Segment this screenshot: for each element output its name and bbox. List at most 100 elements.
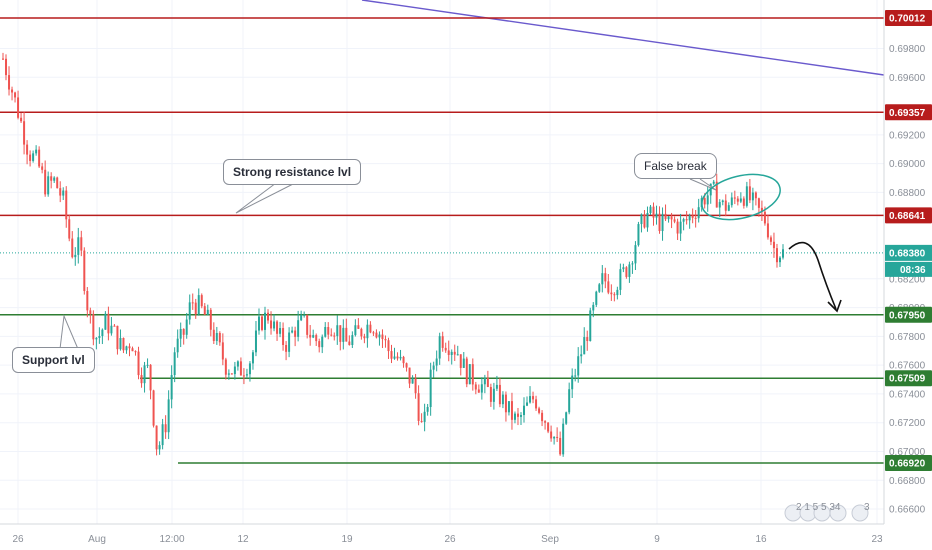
candle-body [456, 354, 459, 356]
candle-body [619, 269, 622, 290]
candle-body [369, 324, 372, 333]
candle-body [393, 356, 396, 359]
candle-body [176, 338, 179, 353]
time-tick-label: 23 [871, 534, 883, 545]
candle-body [760, 207, 763, 212]
candle-body [688, 215, 691, 221]
candle-body [529, 396, 532, 403]
candle-body [2, 58, 4, 60]
candle-body [152, 390, 155, 426]
trendline[interactable] [361, 0, 885, 76]
candle-body [17, 97, 20, 118]
price-tag-label: 0.69357 [889, 108, 926, 119]
time-tick-label: 19 [341, 534, 353, 545]
candle-body [354, 325, 357, 336]
candle-body [565, 412, 568, 424]
candle-body [173, 352, 176, 376]
candle-body [507, 401, 510, 413]
candle-body [462, 358, 465, 368]
candle-body [221, 342, 224, 360]
candle-body [158, 445, 161, 450]
candle-body [321, 336, 324, 348]
time-tick-label: Sep [541, 534, 559, 545]
time-axis[interactable]: 26 Aug 12:00 12 19 26 Sep 9 16 23 [12, 534, 883, 545]
candle-body [264, 312, 267, 330]
candle-body [408, 367, 411, 384]
candle-body [595, 291, 598, 305]
price-tick-label: 0.66600 [889, 505, 926, 516]
candle-body [742, 198, 745, 206]
time-tick-label: 9 [654, 534, 660, 545]
candle-body [11, 89, 14, 93]
candle-body [324, 327, 327, 337]
candle-body [559, 437, 562, 455]
price-tick-label: 0.67000 [889, 447, 926, 458]
candle-body [98, 336, 101, 338]
candle-body [53, 177, 56, 181]
candle-body [607, 281, 610, 293]
event-marker-icon[interactable] [829, 504, 847, 522]
candle-body [122, 337, 125, 351]
trendline-segment[interactable] [361, 0, 885, 76]
candle-body [432, 365, 435, 370]
support-callout: Support lvl [12, 347, 95, 373]
candle-body [757, 198, 760, 208]
price-tick-label: 0.68200 [889, 274, 926, 285]
candle-body [694, 217, 697, 219]
candle-body [480, 384, 483, 393]
candle-body [194, 302, 197, 315]
projection-arrow [788, 241, 837, 310]
candle-body [224, 359, 227, 375]
candle-body [468, 364, 471, 385]
candle-body [375, 332, 378, 338]
candle-body [327, 327, 330, 335]
time-tick-label: 12:00 [159, 534, 184, 545]
candle-body [736, 198, 739, 202]
candle-body [254, 330, 257, 353]
candle-body [384, 339, 387, 341]
grid [0, 0, 884, 524]
price-tag [885, 10, 932, 26]
candle-body [227, 373, 230, 375]
price-tick-label: 0.67800 [889, 332, 926, 343]
candle-body [47, 176, 50, 195]
candle-body [279, 328, 282, 334]
candle-body [206, 309, 209, 315]
candle-body [733, 197, 736, 199]
candle-body [128, 346, 131, 349]
price-tick-label: 0.68800 [889, 188, 926, 199]
candle-body [38, 149, 41, 167]
candles [2, 52, 784, 457]
candle-body [131, 348, 134, 352]
candle-body [197, 295, 200, 315]
candle-body [727, 205, 730, 211]
event-marker-icon[interactable] [851, 504, 869, 522]
candle-body [658, 213, 661, 232]
candle-body [673, 219, 676, 222]
price-tick-label: 0.69200 [889, 130, 926, 141]
price-axis[interactable]: 0.69800 0.69600 0.69200 0.69000 0.68800 0.682… [889, 44, 926, 516]
candle-body [366, 324, 369, 339]
candle-body [417, 393, 420, 421]
candle-body [745, 186, 748, 206]
price-tag-label: 0.67509 [889, 374, 926, 385]
candle-body [303, 314, 306, 316]
candle-body [601, 273, 604, 285]
candle-body [5, 58, 8, 76]
candle-body [423, 411, 426, 422]
candle-body [372, 332, 375, 334]
candle-body [23, 121, 26, 145]
candle-body [315, 335, 318, 342]
candle-body [652, 206, 655, 218]
candle-body [62, 190, 65, 196]
event-markers[interactable]: 2 1 5 5 34 3 [784, 502, 870, 522]
candle-body [345, 327, 348, 342]
candle-body [155, 425, 158, 450]
candle-body [724, 200, 727, 211]
candle-body [679, 221, 682, 234]
candle-body [495, 384, 498, 389]
candle-body [50, 176, 53, 181]
time-tick-label: 12 [237, 534, 249, 545]
